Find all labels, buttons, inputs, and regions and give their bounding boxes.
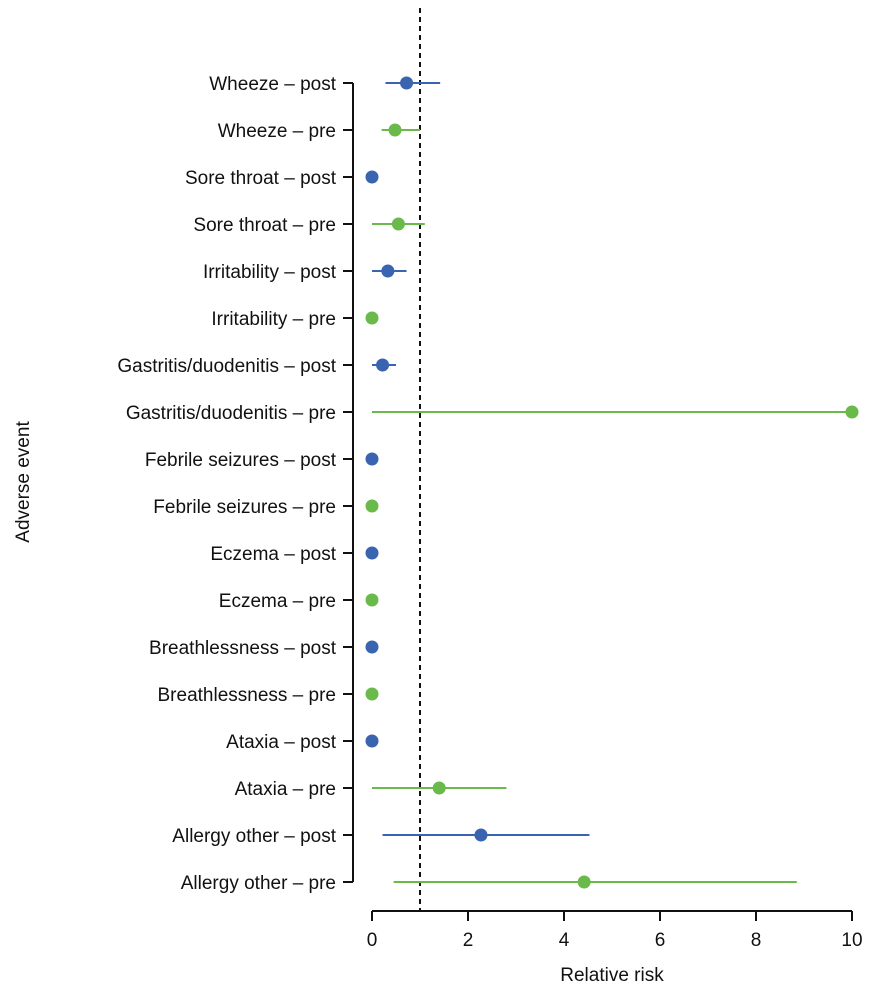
estimate-point — [365, 593, 379, 607]
estimate-point — [365, 546, 379, 560]
estimate-point — [474, 828, 488, 842]
x-axis-title: Relative risk — [560, 965, 664, 986]
x-tick-label: 10 — [841, 930, 862, 951]
x-tick-label: 6 — [655, 930, 666, 951]
estimate-point — [365, 311, 379, 325]
x-tick-label: 0 — [367, 930, 378, 951]
y-axis: Wheeze – post Wheeze – pre Sore throat – p… — [117, 74, 354, 894]
y-axis-title: Adverse event — [13, 421, 34, 543]
x-tick-label: 4 — [559, 930, 570, 951]
estimate-point — [381, 264, 395, 278]
estimate-point — [376, 358, 390, 372]
y-tick-label: Allergy other – post — [172, 826, 336, 847]
estimate-point — [388, 123, 402, 137]
y-tick-label: Gastritis/duodenitis – post — [117, 356, 336, 377]
x-tick-label: 8 — [751, 930, 762, 951]
estimate-point — [400, 76, 414, 90]
y-tick-label: Febrile seizures – post — [145, 450, 337, 471]
x-tick-label: 2 — [463, 930, 474, 951]
y-tick-label: Allergy other – pre — [181, 873, 336, 894]
estimate-point — [365, 687, 379, 701]
estimate-point — [365, 499, 379, 513]
estimate-point — [577, 875, 591, 889]
y-tick-label: Irritability – pre — [211, 309, 336, 330]
marks-layer — [365, 76, 859, 889]
y-tick-label: Eczema – post — [210, 544, 336, 565]
estimate-point — [365, 640, 379, 654]
x-axis: 0 2 4 6 8 10 — [367, 910, 863, 951]
y-tick-label: Breathlessness – pre — [158, 685, 337, 706]
y-tick-label: Ataxia – pre — [235, 779, 336, 800]
estimate-point — [432, 781, 446, 795]
estimate-point — [365, 170, 379, 184]
y-tick-label: Sore throat – post — [185, 168, 337, 189]
y-tick-label: Febrile seizures – pre — [153, 497, 336, 518]
y-tick-label: Wheeze – post — [209, 74, 336, 95]
y-tick-label: Gastritis/duodenitis – pre — [126, 403, 336, 424]
estimate-point — [365, 452, 379, 466]
y-tick-label: Sore throat – pre — [193, 215, 336, 236]
y-tick-label: Eczema – pre — [219, 591, 336, 612]
y-tick-label: Ataxia – post — [226, 732, 337, 753]
y-tick-label: Breathlessness – post — [149, 638, 337, 659]
y-tick-label: Irritability – post — [203, 262, 337, 283]
estimate-point — [391, 217, 405, 231]
estimate-point — [845, 405, 859, 419]
y-tick-label: Wheeze – pre — [218, 121, 336, 142]
estimate-point — [365, 734, 379, 748]
